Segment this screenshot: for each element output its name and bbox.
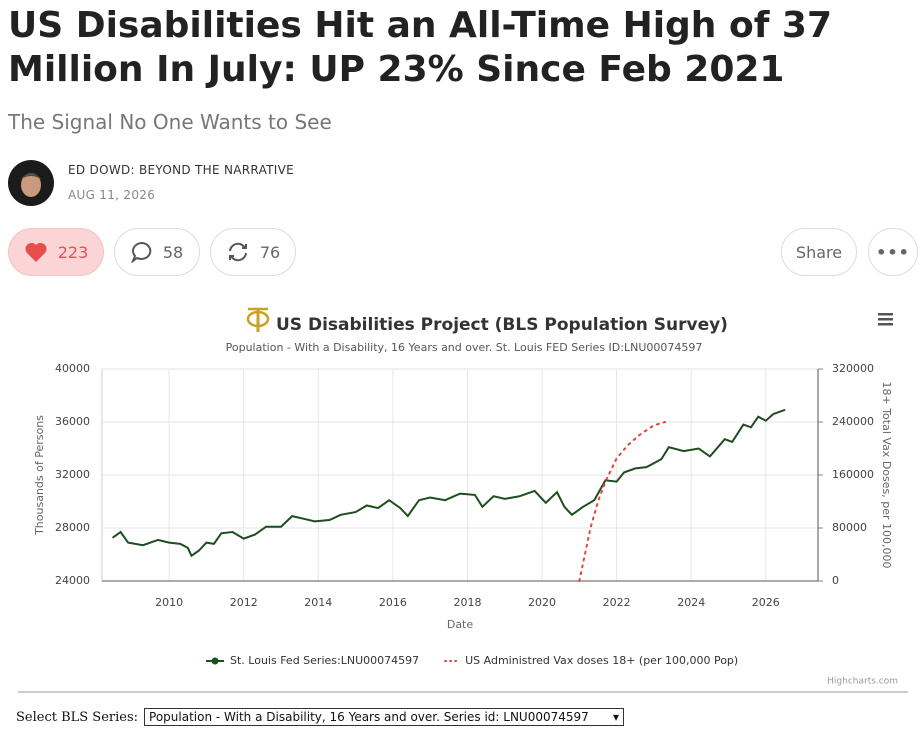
y-tick-label: 40000 [55,362,90,375]
legend-item[interactable]: US Administred Vax doses 18+ (per 100,00… [444,654,738,667]
like-button[interactable]: 223 [8,228,104,276]
heart-icon [25,242,47,262]
y2-axis-title: 18+ Total Vax Doses, per 100,000 [880,382,893,569]
select-box[interactable]: Population - With a Disability, 16 Years… [144,708,625,726]
x-tick-label: 2010 [155,596,183,609]
y2-tick-label: 0 [832,574,839,587]
comment-count: 58 [162,242,184,262]
series-select: Select BLS Series: Population - With a D… [16,708,625,726]
legend-label: St. Louis Fed Series:LNU00074597 [230,654,419,667]
series-line [112,409,786,558]
series-line [578,421,667,582]
y-tick-label: 28000 [55,521,90,534]
share-button[interactable]: Share [781,228,857,276]
logo [246,307,270,332]
y2-tick-label: 160000 [832,468,874,481]
y-axis-title: Thousands of Persons [33,415,46,536]
chart-subtitle: Population - With a Disability, 16 Years… [226,341,703,354]
y2-tick-label: 80000 [832,521,867,534]
restack-count: 76 [259,242,281,262]
post-title: US Disabilities Hit an All-Time High of … [8,5,832,90]
chart: US Disabilities Project (BLS Population … [18,307,908,693]
legend-marker [211,657,219,665]
menu-icon[interactable] [878,313,893,326]
select-label: Select BLS Series: [16,709,139,725]
legend-item[interactable]: St. Louis Fed Series:LNU00074597 [206,654,419,667]
y-tick-label: 36000 [55,415,90,428]
post-subtitle: The Signal No One Wants to See [8,110,332,134]
select-option: Population - With a Disability, 16 Years… [149,710,589,724]
avatar[interactable] [8,160,54,206]
restack-icon [228,242,247,262]
post-date: AUG 11, 2026 [68,188,156,202]
y-tick-label: 32000 [55,468,90,481]
comment-icon [130,241,152,263]
x-axis-title: Date [447,618,474,631]
y-tick-label: 24000 [55,574,90,587]
y2-tick-label: 320000 [832,362,874,375]
author-name[interactable]: ED DOWD: BEYOND THE NARRATIVE [68,163,295,177]
x-tick-label: 2024 [677,596,705,609]
x-tick-label: 2020 [528,596,556,609]
x-tick-label: 2018 [453,596,481,609]
x-tick-label: 2016 [379,596,407,609]
credit[interactable]: Highcharts.com [827,677,898,687]
x-tick-label: 2026 [752,596,780,609]
comment-button[interactable]: 58 [114,228,200,276]
restack-button[interactable]: 76 [210,228,296,276]
chart-title: US Disabilities Project (BLS Population … [276,315,728,335]
x-tick-label: 2022 [603,596,631,609]
more-button[interactable]: ••• [868,228,918,276]
x-tick-label: 2012 [230,596,258,609]
y2-tick-label: 240000 [832,415,874,428]
x-tick-label: 2014 [304,596,332,609]
legend-label: US Administred Vax doses 18+ (per 100,00… [465,654,738,667]
like-count: 223 [57,242,89,262]
